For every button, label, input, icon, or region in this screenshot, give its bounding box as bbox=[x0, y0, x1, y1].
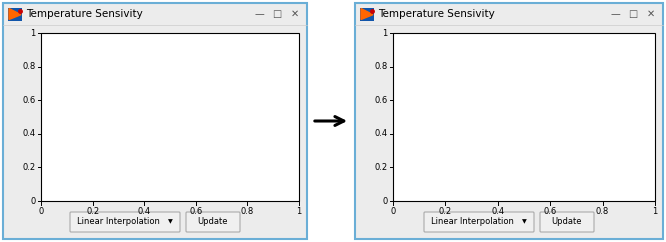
Text: 0: 0 bbox=[382, 197, 388, 205]
Text: 1: 1 bbox=[382, 29, 388, 38]
Text: 0.4: 0.4 bbox=[492, 206, 504, 215]
Text: 0: 0 bbox=[39, 206, 44, 215]
Text: 0: 0 bbox=[30, 197, 35, 205]
Text: Update: Update bbox=[551, 218, 582, 227]
Text: 0.4: 0.4 bbox=[23, 129, 35, 138]
Text: 1: 1 bbox=[296, 206, 302, 215]
Text: Linear Interpolation: Linear Interpolation bbox=[77, 218, 160, 227]
Text: 0.2: 0.2 bbox=[439, 206, 452, 215]
FancyBboxPatch shape bbox=[3, 3, 307, 239]
Text: □: □ bbox=[629, 9, 637, 19]
Polygon shape bbox=[361, 8, 373, 20]
Text: 1: 1 bbox=[30, 29, 35, 38]
Text: —: — bbox=[254, 9, 264, 19]
FancyBboxPatch shape bbox=[8, 8, 22, 21]
Text: ▼: ▼ bbox=[168, 219, 172, 225]
Text: —: — bbox=[610, 9, 620, 19]
Text: 0.6: 0.6 bbox=[22, 96, 35, 105]
Text: ✕: ✕ bbox=[291, 9, 299, 19]
FancyBboxPatch shape bbox=[424, 212, 534, 232]
FancyBboxPatch shape bbox=[360, 8, 374, 21]
FancyBboxPatch shape bbox=[393, 33, 655, 201]
FancyBboxPatch shape bbox=[540, 212, 594, 232]
Text: ✕: ✕ bbox=[647, 9, 655, 19]
Text: 0.4: 0.4 bbox=[374, 129, 388, 138]
Text: 0.4: 0.4 bbox=[138, 206, 151, 215]
Text: Update: Update bbox=[198, 218, 228, 227]
FancyBboxPatch shape bbox=[70, 212, 180, 232]
Text: 0.8: 0.8 bbox=[374, 62, 388, 71]
Text: 0.8: 0.8 bbox=[241, 206, 254, 215]
Text: Temperature Sensivity: Temperature Sensivity bbox=[26, 9, 143, 19]
Text: 0: 0 bbox=[390, 206, 396, 215]
Text: Temperature Sensivity: Temperature Sensivity bbox=[378, 9, 495, 19]
Text: 0.2: 0.2 bbox=[86, 206, 99, 215]
Polygon shape bbox=[9, 8, 21, 20]
Text: ▼: ▼ bbox=[521, 219, 526, 225]
FancyBboxPatch shape bbox=[355, 3, 663, 239]
Text: 0.6: 0.6 bbox=[189, 206, 202, 215]
Text: 0.8: 0.8 bbox=[22, 62, 35, 71]
FancyBboxPatch shape bbox=[41, 33, 299, 201]
Text: 0.2: 0.2 bbox=[374, 163, 388, 172]
Text: 0.6: 0.6 bbox=[543, 206, 557, 215]
Text: Linear Interpolation: Linear Interpolation bbox=[431, 218, 514, 227]
Text: 0.2: 0.2 bbox=[23, 163, 35, 172]
Text: 0.8: 0.8 bbox=[596, 206, 609, 215]
Text: □: □ bbox=[272, 9, 282, 19]
Text: 1: 1 bbox=[653, 206, 657, 215]
Text: 0.6: 0.6 bbox=[374, 96, 388, 105]
FancyBboxPatch shape bbox=[186, 212, 240, 232]
